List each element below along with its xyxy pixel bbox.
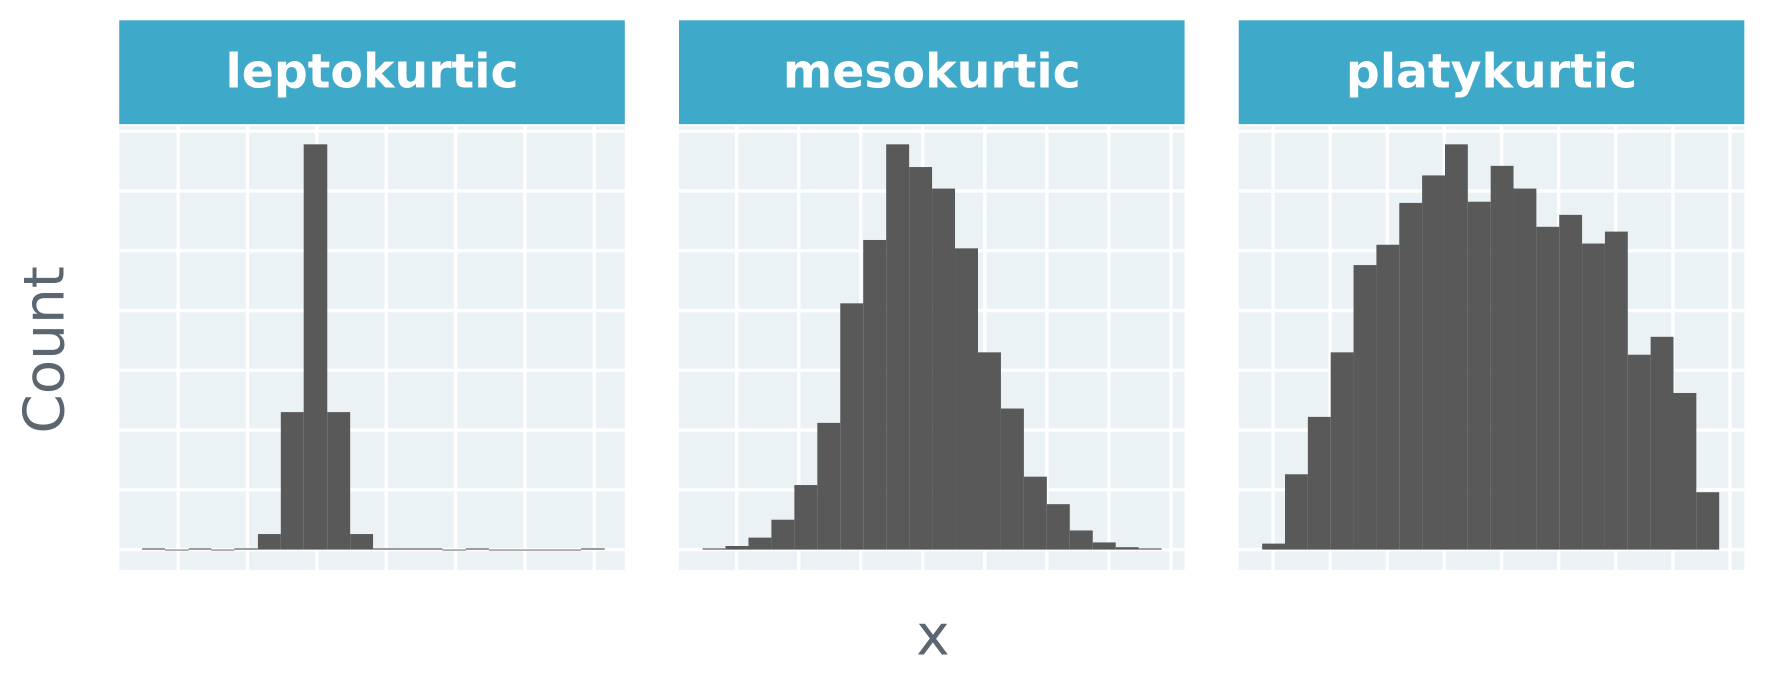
bar bbox=[1330, 352, 1354, 550]
bar bbox=[1422, 175, 1445, 550]
bar bbox=[465, 548, 489, 550]
bar bbox=[1582, 243, 1605, 550]
bar bbox=[581, 548, 605, 550]
bar bbox=[1138, 548, 1162, 550]
bar bbox=[1559, 214, 1583, 550]
panel-background bbox=[119, 126, 625, 570]
bar bbox=[886, 144, 910, 550]
bar bbox=[1513, 188, 1537, 550]
bar bbox=[1490, 165, 1514, 550]
bar bbox=[1673, 392, 1697, 550]
bar bbox=[1604, 231, 1628, 550]
bar bbox=[1376, 244, 1400, 550]
bar bbox=[1467, 201, 1491, 550]
bar bbox=[396, 548, 420, 550]
bar bbox=[511, 549, 536, 551]
bar bbox=[955, 248, 978, 550]
bar bbox=[1696, 492, 1720, 550]
x-axis-title: x bbox=[916, 603, 949, 668]
bar bbox=[373, 548, 397, 550]
bar bbox=[1353, 265, 1377, 550]
y-axis-title: Count bbox=[13, 266, 78, 434]
bar bbox=[1399, 202, 1423, 550]
bar bbox=[257, 534, 281, 550]
bar bbox=[909, 167, 933, 550]
bar bbox=[1092, 542, 1116, 550]
bar bbox=[1046, 504, 1070, 550]
bar bbox=[142, 548, 165, 550]
strip-label: mesokurtic bbox=[783, 44, 1081, 99]
bar bbox=[977, 352, 1001, 550]
bar bbox=[1262, 543, 1286, 550]
bar bbox=[303, 144, 328, 550]
bar bbox=[535, 549, 559, 551]
bar bbox=[350, 534, 374, 550]
bar bbox=[1307, 416, 1331, 550]
strip bbox=[1238, 20, 1745, 125]
bar bbox=[1023, 476, 1047, 550]
bar bbox=[1285, 474, 1308, 550]
bar bbox=[280, 412, 304, 550]
bar bbox=[327, 412, 351, 550]
bar bbox=[771, 519, 795, 550]
bar bbox=[1444, 144, 1468, 550]
bar bbox=[840, 303, 864, 550]
bar bbox=[1115, 547, 1139, 550]
bar bbox=[234, 548, 258, 550]
bar bbox=[1536, 226, 1560, 550]
bar bbox=[1627, 354, 1651, 550]
bar bbox=[748, 537, 772, 550]
bar bbox=[817, 422, 841, 550]
bar bbox=[794, 485, 818, 550]
bar bbox=[164, 549, 189, 551]
strip-label: leptokurtic bbox=[225, 44, 518, 99]
bar bbox=[188, 548, 212, 550]
bar bbox=[863, 239, 887, 550]
bar bbox=[442, 549, 466, 551]
bar bbox=[488, 549, 512, 551]
bar bbox=[725, 546, 749, 550]
bar bbox=[1650, 336, 1674, 550]
bar bbox=[702, 548, 726, 550]
bar bbox=[1069, 530, 1093, 550]
strip-label: platykurtic bbox=[1346, 44, 1637, 99]
bar bbox=[1000, 408, 1024, 550]
bar bbox=[558, 549, 582, 551]
strip bbox=[119, 20, 625, 125]
bar bbox=[211, 549, 235, 551]
strip bbox=[678, 20, 1185, 125]
bar bbox=[419, 548, 443, 550]
bar bbox=[932, 188, 956, 550]
